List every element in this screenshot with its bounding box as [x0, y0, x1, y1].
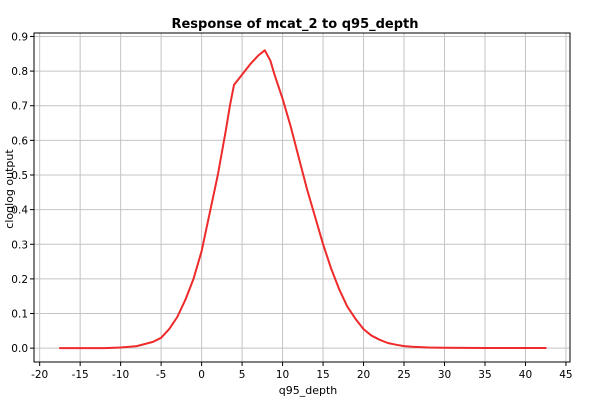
y-axis: 0.0 0.1 0.2 0.3 0.4 0.5 0.6 0.7 0.8 0.9	[11, 31, 34, 355]
y-tick-label: 0.3	[11, 239, 28, 251]
y-tick-label: 0.9	[11, 31, 28, 43]
x-tick-label: 40	[519, 369, 532, 381]
y-axis-label: cloglog output	[3, 149, 16, 229]
y-tick-label: 0.0	[11, 343, 28, 355]
x-tick-label: 20	[357, 369, 370, 381]
y-tick-label: 0.2	[11, 274, 28, 286]
x-tick-label: -15	[72, 369, 89, 381]
response-curve	[58, 49, 547, 350]
plot-frame	[33, 32, 571, 363]
y-tick-label: 0.1	[11, 309, 28, 321]
x-tick-label: -10	[112, 369, 129, 381]
y-tick-label: 0.7	[11, 101, 28, 113]
grid	[34, 33, 570, 362]
x-axis-label: q95_depth	[279, 384, 338, 397]
x-tick-label: -5	[156, 369, 166, 381]
y-tick-label: 0.6	[11, 135, 28, 147]
x-tick-label: 5	[239, 369, 246, 381]
x-tick-label: 25	[397, 369, 410, 381]
y-tick-label: 0.8	[11, 66, 28, 78]
series-layer	[58, 49, 547, 350]
x-tick-label: 35	[478, 369, 491, 381]
x-tick-label: 15	[316, 369, 329, 381]
y-tick-label: 0.4	[11, 205, 28, 217]
x-tick-label: 0	[198, 369, 205, 381]
x-axis: -20 -15 -10 -5 0 5 10 15 20 25 30 35 40 45	[31, 362, 573, 381]
x-tick-label: 30	[438, 369, 451, 381]
y-tick-label: 0.5	[11, 170, 28, 182]
x-tick-label: 45	[559, 369, 572, 381]
x-tick-label: 10	[276, 369, 289, 381]
chart-title: Response of mcat_2 to q95_depth	[171, 17, 418, 32]
x-tick-label: -20	[31, 369, 48, 381]
